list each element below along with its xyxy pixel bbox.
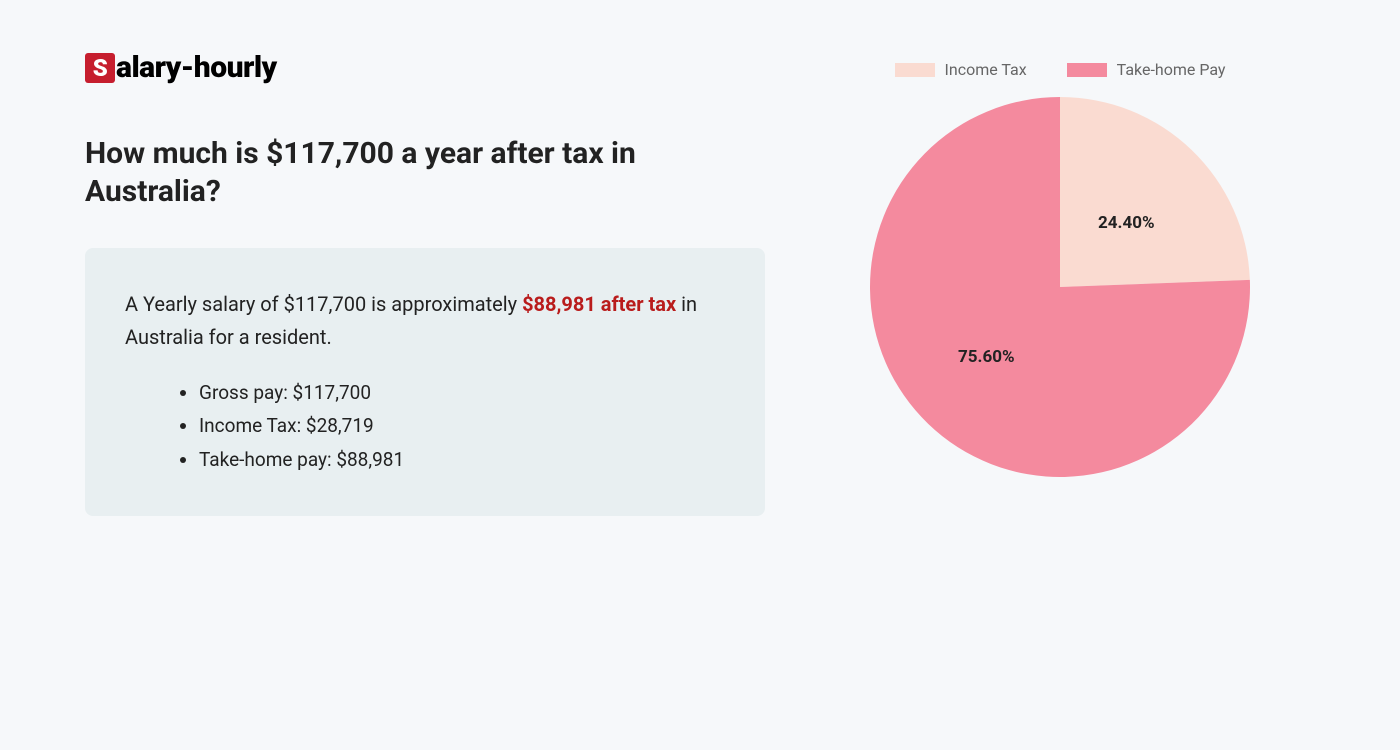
pie-chart: 24.40% 75.60% — [870, 97, 1250, 477]
legend-swatch — [1067, 63, 1107, 77]
bullet-item: Income Tax: $28,719 — [199, 409, 725, 442]
legend-item: Take-home Pay — [1067, 60, 1226, 79]
legend-item: Income Tax — [895, 60, 1027, 79]
summary-bullets: Gross pay: $117,700 Income Tax: $28,719 … — [125, 376, 725, 476]
summary-prefix: A Yearly salary of $117,700 is approxima… — [125, 292, 522, 316]
pie-slice-label: 75.60% — [958, 347, 1015, 367]
logo-text: alary-hourly — [116, 50, 277, 85]
logo: Salary-hourly — [85, 50, 765, 85]
summary-text: A Yearly salary of $117,700 is approxima… — [125, 288, 725, 354]
summary-box: A Yearly salary of $117,700 is approxima… — [85, 248, 765, 516]
pie-slice-label: 24.40% — [1098, 213, 1155, 233]
legend-label: Take-home Pay — [1117, 60, 1226, 79]
page-title: How much is $117,700 a year after tax in… — [85, 135, 765, 210]
logo-badge: S — [85, 53, 115, 83]
legend-swatch — [895, 63, 935, 77]
chart-legend: Income Tax Take-home Pay — [895, 60, 1226, 79]
bullet-item: Take-home pay: $88,981 — [199, 443, 725, 476]
bullet-item: Gross pay: $117,700 — [199, 376, 725, 409]
pie-svg — [870, 97, 1250, 477]
summary-highlight: $88,981 after tax — [522, 292, 676, 316]
legend-label: Income Tax — [945, 60, 1027, 79]
